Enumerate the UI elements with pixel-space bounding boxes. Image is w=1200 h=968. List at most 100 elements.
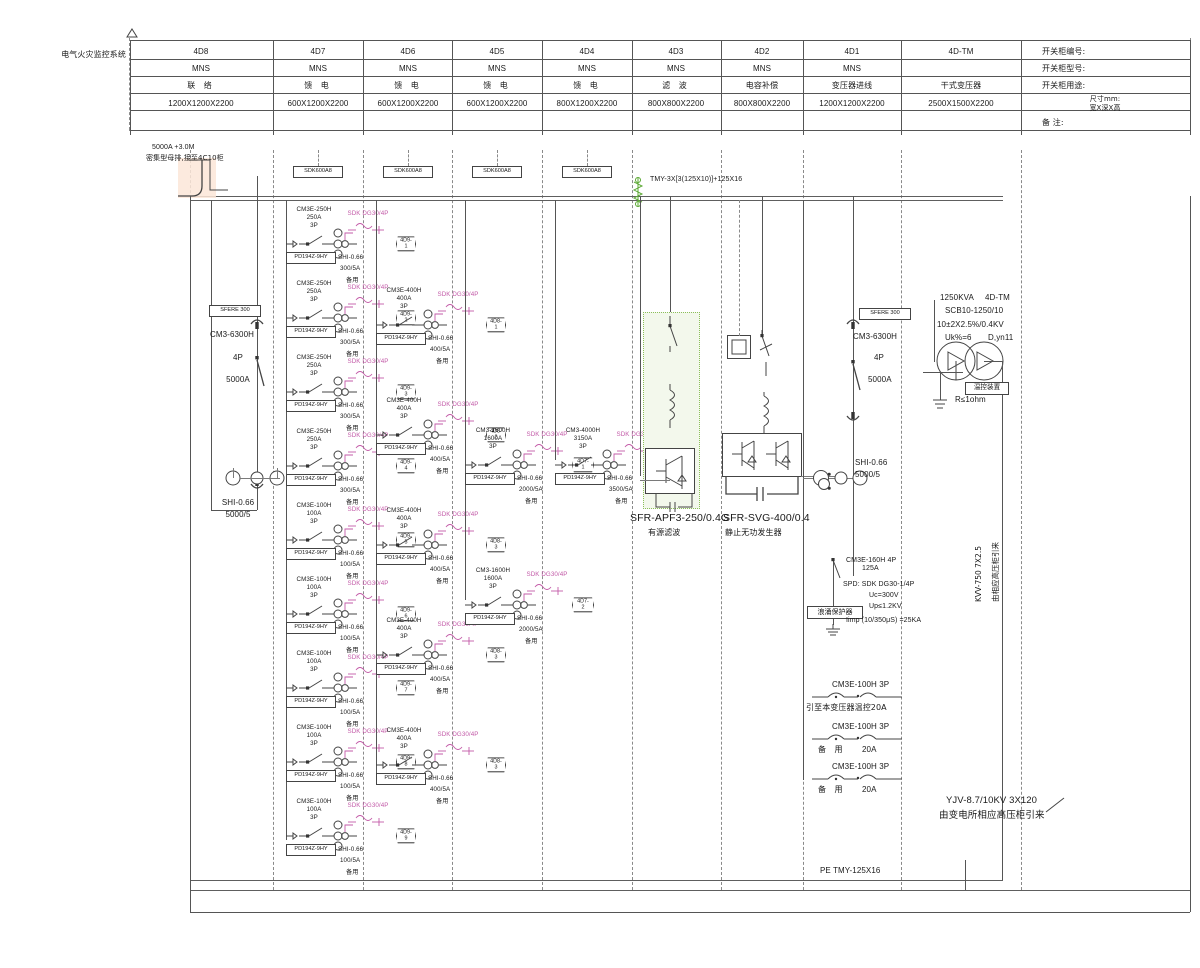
- feeder-breaker-poles: 3P: [310, 740, 318, 747]
- 4d1-meter-label: SFERE 300: [859, 308, 911, 320]
- feeder-breaker-model: CM3E-400H: [386, 507, 422, 514]
- feeder-tag[interactable]: 4D9-6: [396, 606, 416, 622]
- feeder-ct-ratio: 100/5A: [340, 857, 361, 864]
- table-sep-5: [632, 40, 633, 135]
- feeder-ct-stack-icon: [419, 639, 447, 670]
- feeder-switch-icon: [286, 235, 330, 248]
- 4d1-drawout-breaker-icon: [846, 319, 861, 421]
- feeder-spare-label: 备用: [346, 277, 359, 284]
- col-divider-4d4-4d3: [632, 150, 633, 890]
- 4d8-breaker-rating: 5000A: [226, 375, 250, 384]
- transformer-uk: Uk%=6: [945, 333, 972, 342]
- feeder-tag[interactable]: 4D9-7: [396, 680, 416, 696]
- feeder-branch[interactable]: CM3E-400H 400A 3P SDK DG30/4P 4D8-3: [376, 507, 516, 585]
- 4d8-bottom-tie: [211, 510, 257, 511]
- feeder-meter-label: PD194Z-9HY: [376, 333, 426, 345]
- feeder-branch[interactable]: CM3E-100H 100A 3P SDK DG30/4P 4D9-7: [286, 650, 426, 728]
- feeder-branch[interactable]: CM3E-100H 100A 3P SDK DG30/4P 4D9-5: [286, 502, 426, 580]
- feeder-sdk-label: SDK DG30/4P: [437, 731, 479, 738]
- transformer-voltage: 10±2X2.5%/0.4KV: [937, 320, 1004, 329]
- feeder-breaker-amps: 100A: [306, 732, 322, 739]
- feeder-branch[interactable]: CM3E-100H 100A 3P SDK DG30/4P 4D9-9: [286, 798, 426, 876]
- feeder-tag[interactable]: 4D8-3: [486, 537, 506, 553]
- 4d8-meter-label: SFERE 300: [209, 305, 261, 317]
- feeder-breaker-amps: 250A: [306, 436, 322, 443]
- cabinet-no-4d2: 4D2: [754, 47, 770, 56]
- feeder-breaker-model: CM3-1600H: [475, 567, 511, 574]
- aux-1-breaker: CM3E-100H 3P: [832, 722, 890, 731]
- feeder-tag[interactable]: 4D8-3: [486, 647, 506, 663]
- cabinet-use-4d3: 滤 波: [662, 81, 690, 90]
- pe-busbar: [190, 880, 1003, 881]
- feeder-ct-stack-icon: [329, 302, 357, 333]
- 4d8-ct-bus: [240, 478, 280, 479]
- control-cable-line: [1002, 420, 1003, 620]
- feeder-tag[interactable]: 4D7-2: [572, 597, 594, 613]
- feeder-branch[interactable]: CM3E-250H 250A 3P SDK DG30/4P 4D9-2: [286, 280, 426, 358]
- 4d1-ct-4: [852, 470, 868, 486]
- cabinet-use-4d6: 馈 电: [394, 81, 422, 90]
- feeder-tag[interactable]: 4D8-1: [486, 317, 506, 333]
- feeder-branch[interactable]: CM3-1600H 1600A 3P SDK DG30/4P 4D7-2: [465, 567, 605, 645]
- feeder-branch[interactable]: CM3E-400H 400A 3P SDK DG30/4P 4D8-1: [376, 287, 516, 365]
- 4d1-breaker-model: CM3-6300H: [853, 332, 898, 341]
- feeder-ct-model: SHI-0.66: [338, 698, 364, 705]
- feeder-switch-icon: [286, 309, 330, 322]
- feeder-switch-icon: [286, 383, 330, 396]
- feeder-tag[interactable]: 4D9-4: [396, 458, 416, 474]
- feeder-tag[interactable]: 4D9-9: [396, 828, 416, 844]
- feeder-branch[interactable]: CM3E-400H 400A 3P SDK DG30/4P 4D8-3: [376, 727, 516, 805]
- feeder-switch-icon: [555, 456, 599, 469]
- col-divider-4d8-4d7: [273, 150, 274, 890]
- feeder-tag[interactable]: 4D9-2: [396, 310, 416, 326]
- cabinet-use-4d4: 馈 电: [573, 81, 601, 90]
- feeder-sdk-label: SDK DG30/4P: [347, 506, 389, 513]
- feeder-switch-icon: [465, 456, 509, 469]
- feeder-breaker-amps: 100A: [306, 510, 322, 517]
- aux-0-switch-icon: [812, 692, 902, 699]
- feeder-branch[interactable]: CM3E-400H 400A 3P SDK DG30/4P 4D8-2: [376, 397, 516, 475]
- cabinet-size-4d6: 600X1200X2200: [377, 99, 439, 108]
- feeder-sdk-label: SDK DG30/4P: [347, 802, 389, 809]
- feeder-branch[interactable]: CM3E-400H 400A 3P SDK DG30/4P 4D8-3: [376, 617, 516, 695]
- feeder-branch[interactable]: CM3E-250H 250A 3P SDK DG30/4P 4D9-1: [286, 206, 426, 284]
- hv-cable-label: YJV-8.7/10KV 3X120: [946, 795, 1038, 806]
- cabinet-no-4d1: 4D1: [844, 47, 860, 56]
- apf-breaker-icon: [668, 316, 678, 352]
- feeder-branch[interactable]: CM3E-250H 250A 3P SDK DG30/4P 4D9-4: [286, 428, 426, 506]
- feeder-ct-stack-icon: [508, 449, 536, 480]
- feeder-tag[interactable]: 4D8-2: [486, 427, 506, 443]
- feeder-ct-model: SHI-0.66: [428, 445, 454, 452]
- feeder-meter-label: PD194Z-9HY: [376, 443, 426, 455]
- sheet-frame-left: [190, 196, 191, 912]
- feeder-switch-icon: [286, 605, 330, 618]
- feeder-sdk-icon: [348, 519, 384, 530]
- feeder-ct-stack-icon: [329, 820, 357, 851]
- feeder-breaker-poles: 3P: [310, 518, 318, 525]
- feeder-meter-label: PD194Z-9HY: [376, 663, 426, 675]
- cabinet-model-4d7: MNS: [308, 64, 328, 73]
- feeder-sdk-icon: [438, 744, 474, 755]
- pe-riser-4d1: [965, 860, 966, 890]
- feeder-ct-model: SHI-0.66: [517, 475, 543, 482]
- feeder-ct-ratio: 300/5A: [340, 413, 361, 420]
- feeder-tag[interactable]: 4D9-3: [396, 384, 416, 400]
- feeder-sdk-label: SDK DG30/4P: [526, 571, 568, 578]
- feeder-branch[interactable]: CM3E-100H 100A 3P SDK DG30/4P 4D9-6: [286, 576, 426, 654]
- col-divider-4dtm-right: [1021, 150, 1022, 890]
- feeder-ct-stack-icon: [329, 598, 357, 629]
- feeder-spare-label: 备用: [346, 425, 359, 432]
- cabinet-size-4d3: 800X800X2200: [647, 99, 705, 108]
- feeder-ct-model: SHI-0.66: [517, 615, 543, 622]
- feeder-ct-model: SHI-0.66: [338, 846, 364, 853]
- feeder-sdk-label: SDK DG30/4P: [347, 358, 389, 365]
- feeder-branch[interactable]: CM3E-100H 100A 3P SDK DG30/4P 4D9-8: [286, 724, 426, 802]
- feeder-meter-label: PD194Z-9HY: [286, 326, 336, 338]
- cabinet-model-4d4: MNS: [577, 64, 597, 73]
- feeder-tag[interactable]: 4D8-3: [486, 757, 506, 773]
- feeder-tag[interactable]: 4D9-1: [396, 236, 416, 252]
- feeder-switch-icon: [376, 646, 420, 659]
- spd-breaker-amps: 125A: [862, 565, 879, 572]
- feeder-branch[interactable]: CM3E-250H 250A 3P SDK DG30/4P 4D9-3: [286, 354, 426, 432]
- feeder-ct-ratio: 2000/5A: [519, 486, 543, 493]
